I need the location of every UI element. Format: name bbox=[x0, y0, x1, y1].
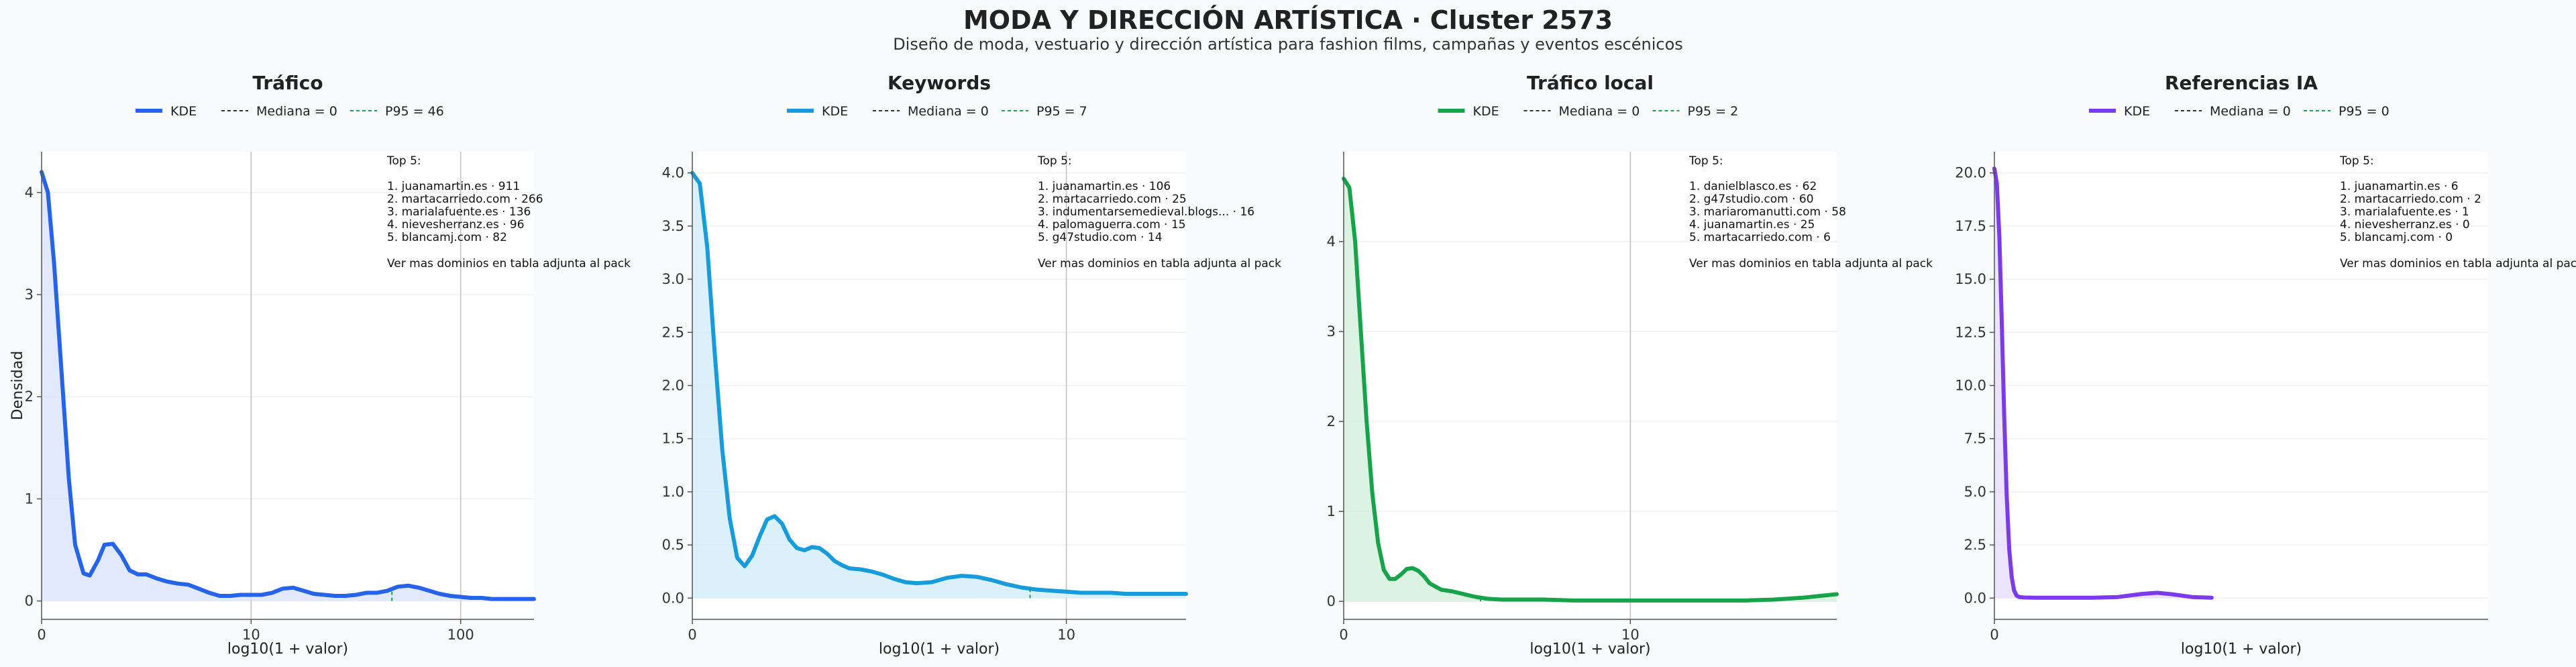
top5-title: Top 5: bbox=[1037, 154, 1072, 168]
top5-item: 5. g47studio.com · 14 bbox=[1038, 231, 1163, 244]
top5-item: 2. martacarriedo.com · 25 bbox=[1038, 193, 1187, 206]
y-tick-label: 2.5 bbox=[662, 324, 684, 340]
x-tick-label: 0 bbox=[1339, 627, 1348, 643]
top5-item: 2. g47studio.com · 60 bbox=[1689, 193, 1814, 206]
chart-panel-4: 0.0 2.5 5.0 7.5 10.0 12.5 15.0 17.5 20.0 0 log10(1… bbox=[1955, 72, 2576, 658]
y-tick-label: 0 bbox=[1327, 593, 1336, 609]
y-tick-label: 0.0 bbox=[662, 590, 684, 606]
legend-kde-label: KDE bbox=[1473, 104, 1499, 119]
y-tick-label: 7.5 bbox=[1964, 431, 1986, 447]
y-tick-label: 0.0 bbox=[1964, 590, 1986, 606]
y-tick-label: 3.0 bbox=[662, 271, 684, 287]
chart-panel-1: 0 1 2 3 4 0 10 100 log10(1 + valor) Densidad Tráfi… bbox=[9, 72, 631, 658]
legend-kde-label: KDE bbox=[822, 104, 848, 119]
x-axis-label: log10(1 + valor) bbox=[2181, 641, 2302, 658]
y-tick-label: 20.0 bbox=[1955, 165, 1986, 181]
panel-title: Keywords bbox=[888, 72, 991, 94]
top5-item: 3. marialafuente.es · 136 bbox=[387, 205, 531, 219]
y-tick-label: 1.0 bbox=[662, 484, 684, 500]
plot-area bbox=[42, 152, 534, 619]
legend-median-label: Mediana = 0 bbox=[256, 104, 337, 119]
y-tick-label: 0.5 bbox=[662, 537, 684, 553]
legend-p95-label: P95 = 0 bbox=[2339, 104, 2390, 119]
x-tick-label: 10 bbox=[1057, 627, 1075, 643]
kde-line bbox=[1992, 166, 2214, 600]
top5-item: 4. palomaguerra.com · 15 bbox=[1038, 218, 1186, 232]
legend-p95-label: P95 = 7 bbox=[1036, 104, 1087, 119]
y-tick-label: 1 bbox=[1327, 503, 1336, 519]
top5-item: 1. juanamartin.es · 106 bbox=[1038, 180, 1171, 193]
panel-title: Tráfico bbox=[252, 72, 323, 94]
top5-item: 1. juanamartin.es · 6 bbox=[2340, 180, 2459, 193]
y-tick-label: 4 bbox=[1327, 234, 1336, 250]
kde-line bbox=[690, 170, 1188, 596]
y-tick-label: 15.0 bbox=[1955, 271, 1986, 287]
y-tick-label: 0 bbox=[25, 593, 34, 609]
page-subtitle: Diseño de moda, vestuario y dirección ar… bbox=[893, 35, 1683, 54]
top5-note: Ver mas dominios en tabla adjunta al pac… bbox=[1038, 257, 1281, 270]
x-tick-label: 0 bbox=[1990, 627, 1998, 643]
top5-item: 5. martacarriedo.com · 6 bbox=[1689, 231, 1831, 244]
x-tick-label: 10 bbox=[1621, 627, 1640, 643]
top5-item: 5. blancamj.com · 0 bbox=[2340, 231, 2453, 244]
top5-item: 4. nievesherranz.es · 96 bbox=[387, 218, 525, 232]
y-tick-label: 17.5 bbox=[1955, 218, 1986, 234]
top5-note: Ver mas dominios en tabla adjunta al pac… bbox=[2340, 257, 2576, 270]
panel-title: Referencias IA bbox=[2165, 72, 2318, 94]
legend-kde-label: KDE bbox=[170, 104, 197, 119]
chart-panel-2: 0.0 0.5 1.0 1.5 2.0 2.5 3.0 3.5 4.0 0 10 log10(1 + … bbox=[662, 72, 1282, 658]
legend-p95-label: P95 = 46 bbox=[385, 104, 444, 119]
kde-line bbox=[40, 170, 536, 601]
x-tick-label: 0 bbox=[37, 627, 46, 643]
top5-item: 2. martacarriedo.com · 266 bbox=[387, 193, 543, 206]
y-tick-label: 12.5 bbox=[1955, 324, 1986, 340]
top5-item: 4. juanamartin.es · 25 bbox=[1689, 218, 1815, 232]
y-tick-label: 1 bbox=[25, 491, 34, 507]
y-tick-label: 4 bbox=[25, 185, 34, 201]
y-tick-label: 3.5 bbox=[662, 218, 684, 234]
x-axis-label: log10(1 + valor) bbox=[879, 641, 1000, 658]
top5-note: Ver mas dominios en tabla adjunta al pac… bbox=[387, 257, 631, 270]
x-tick-label: 100 bbox=[447, 627, 474, 643]
top5-item: 5. blancamj.com · 82 bbox=[387, 231, 507, 244]
y-tick-label: 4.0 bbox=[662, 165, 684, 181]
top5-item: 3. indumentarsemedieval.blogs... · 16 bbox=[1038, 205, 1254, 219]
top5-title: Top 5: bbox=[386, 154, 421, 168]
y-tick-label: 2.0 bbox=[662, 378, 684, 394]
y-tick-label: 3 bbox=[25, 287, 34, 303]
plot-area bbox=[1344, 152, 1837, 619]
legend-kde-label: KDE bbox=[2124, 104, 2150, 119]
y-tick-label: 2.5 bbox=[1964, 537, 1986, 553]
legend-median-label: Mediana = 0 bbox=[2210, 104, 2291, 119]
top5-title: Top 5: bbox=[2339, 154, 2374, 168]
top5-item: 3. marialafuente.es · 1 bbox=[2340, 205, 2469, 219]
y-axis-label: Densidad bbox=[9, 351, 26, 420]
x-axis-label: log10(1 + valor) bbox=[227, 641, 348, 658]
page-title: MODA Y DIRECCIÓN ARTÍSTICA · Cluster 257… bbox=[963, 5, 1613, 35]
top5-note: Ver mas dominios en tabla adjunta al pac… bbox=[1689, 257, 1933, 270]
y-tick-label: 2 bbox=[25, 389, 34, 405]
y-tick-label: 1.5 bbox=[662, 431, 684, 447]
kde-line bbox=[1342, 176, 1839, 603]
y-tick-label: 2 bbox=[1327, 413, 1336, 429]
top5-item: 3. mariaromanutti.com · 58 bbox=[1689, 205, 1846, 219]
x-tick-label: 0 bbox=[688, 627, 696, 643]
x-axis-label: log10(1 + valor) bbox=[1529, 641, 1650, 658]
top5-item: 1. juanamartin.es · 911 bbox=[387, 180, 520, 193]
y-tick-label: 10.0 bbox=[1955, 378, 1986, 394]
y-tick-label: 3 bbox=[1327, 323, 1336, 340]
top5-item: 1. danielblasco.es · 62 bbox=[1689, 180, 1817, 193]
x-tick-label: 10 bbox=[242, 627, 260, 643]
y-tick-label: 5.0 bbox=[1964, 484, 1986, 500]
top5-item: 2. martacarriedo.com · 2 bbox=[2340, 193, 2481, 206]
top5-item: 4. nievesherranz.es · 0 bbox=[2340, 218, 2470, 232]
legend-p95-label: P95 = 2 bbox=[1688, 104, 1739, 119]
legend-median-label: Mediana = 0 bbox=[908, 104, 989, 119]
legend-median-label: Mediana = 0 bbox=[1559, 104, 1640, 119]
top5-title: Top 5: bbox=[1688, 154, 1723, 168]
panel-title: Tráfico local bbox=[1527, 72, 1654, 94]
